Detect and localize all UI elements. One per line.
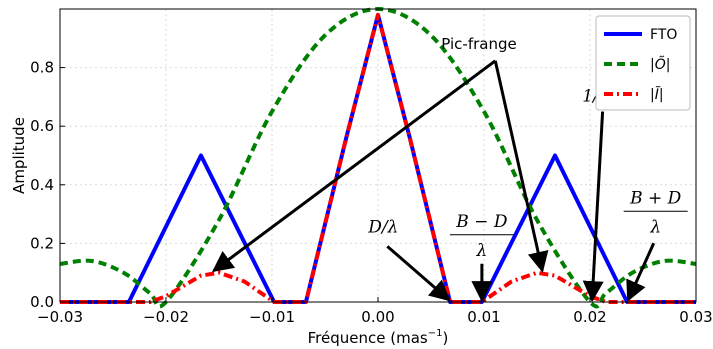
x-tick-label: −0.03 — [37, 308, 83, 326]
annotation-b-minus-d-numerator: B − D — [455, 212, 508, 232]
x-axis-label-main: Fréquence (mas — [308, 329, 428, 347]
legend-label-i-tilde: |Ĩ| — [650, 86, 664, 103]
series-line-i-tilde — [60, 12, 696, 304]
annotations: Pic-frange D/λ B − D λ 1/θ B + D λ — [212, 35, 688, 303]
x-axis-label-close: ) — [442, 329, 448, 347]
annotation-arrow-pic-frange-right — [493, 60, 549, 273]
x-tick-label: −0.02 — [143, 308, 189, 326]
x-tick-label: 0.03 — [679, 308, 712, 326]
axis-ticks: −0.03 −0.02 −0.01 0.00 0.01 0.02 0.03 0.0 0.2 0.4… — [30, 59, 713, 326]
annotation-arrow-d-over-lambda — [386, 245, 451, 302]
x-tick-label: 0.02 — [573, 308, 606, 326]
y-tick-label: 0.0 — [30, 293, 54, 311]
x-tick-label: 0.01 — [467, 308, 500, 326]
annotation-d-over-lambda: D/λ — [367, 217, 398, 237]
y-tick-label: 0.2 — [30, 234, 54, 252]
legend-label-fto: FTO — [650, 27, 677, 43]
x-axis-label: Fréquence (mas−1) — [308, 328, 449, 347]
annotation-b-plus-d-numerator: B + D — [629, 188, 682, 208]
y-tick-label: 0.6 — [30, 117, 54, 135]
x-axis-label-exponent: −1 — [428, 328, 443, 339]
y-tick-label: 0.8 — [30, 59, 54, 77]
annotation-arrow-one-over-theta — [582, 111, 605, 303]
x-tick-label: −0.01 — [249, 308, 295, 326]
y-tick-label: 0.4 — [30, 176, 54, 194]
legend: FTO |Õ| |Ĩ| — [595, 15, 691, 111]
y-axis-label: Amplitude — [10, 117, 28, 194]
annotation-b-minus-d-denominator: λ — [475, 241, 487, 261]
annotation-arrow-b-plus-d — [626, 242, 656, 302]
annotation-pic-frange: Pic-frange — [441, 35, 516, 53]
annotation-arrow-pic-frange-left — [212, 59, 497, 272]
x-tick-label: 0.00 — [361, 308, 394, 326]
annotation-b-plus-d-denominator: λ — [649, 217, 661, 237]
legend-box — [595, 15, 691, 111]
legend-label-o-tilde: |Õ| — [650, 56, 670, 73]
